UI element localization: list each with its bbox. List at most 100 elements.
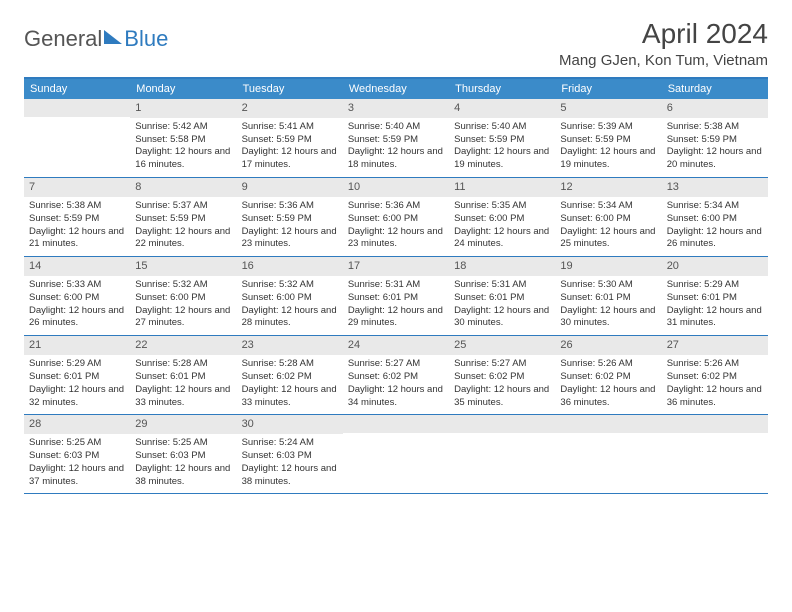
day-cell [343,415,449,493]
day-number: 18 [449,257,555,276]
day-body: Sunrise: 5:26 AMSunset: 6:02 PMDaylight:… [555,355,661,414]
day-cell: 4Sunrise: 5:40 AMSunset: 5:59 PMDaylight… [449,99,555,177]
day-cell: 16Sunrise: 5:32 AMSunset: 6:00 PMDayligh… [237,257,343,335]
day-cell: 29Sunrise: 5:25 AMSunset: 6:03 PMDayligh… [130,415,236,493]
daylight-text: Daylight: 12 hours and 22 minutes. [135,226,231,252]
day-header-wed: Wednesday [343,79,449,99]
daylight-text: Daylight: 12 hours and 26 minutes. [29,305,125,331]
day-number: 14 [24,257,130,276]
daylight-text: Daylight: 12 hours and 21 minutes. [29,226,125,252]
day-number-empty [662,415,768,433]
day-number-empty [24,99,130,117]
sunrise-text: Sunrise: 5:26 AM [667,358,763,371]
day-number: 27 [662,336,768,355]
sunset-text: Sunset: 6:02 PM [348,371,444,384]
sunrise-text: Sunrise: 5:35 AM [454,200,550,213]
day-body: Sunrise: 5:34 AMSunset: 6:00 PMDaylight:… [662,197,768,256]
sunset-text: Sunset: 6:00 PM [454,213,550,226]
sunrise-text: Sunrise: 5:32 AM [135,279,231,292]
sunrise-text: Sunrise: 5:26 AM [560,358,656,371]
day-body: Sunrise: 5:28 AMSunset: 6:02 PMDaylight:… [237,355,343,414]
daylight-text: Daylight: 12 hours and 16 minutes. [135,146,231,172]
day-body: Sunrise: 5:36 AMSunset: 5:59 PMDaylight:… [237,197,343,256]
day-body: Sunrise: 5:33 AMSunset: 6:00 PMDaylight:… [24,276,130,335]
sunset-text: Sunset: 5:59 PM [135,213,231,226]
day-number: 10 [343,178,449,197]
sunset-text: Sunset: 6:00 PM [667,213,763,226]
sunrise-text: Sunrise: 5:37 AM [135,200,231,213]
day-number: 19 [555,257,661,276]
day-number: 3 [343,99,449,118]
daylight-text: Daylight: 12 hours and 30 minutes. [560,305,656,331]
day-body: Sunrise: 5:38 AMSunset: 5:59 PMDaylight:… [662,118,768,177]
sunrise-text: Sunrise: 5:42 AM [135,121,231,134]
logo: General Blue [24,26,168,52]
daylight-text: Daylight: 12 hours and 29 minutes. [348,305,444,331]
day-number: 6 [662,99,768,118]
day-cell: 18Sunrise: 5:31 AMSunset: 6:01 PMDayligh… [449,257,555,335]
day-cell: 17Sunrise: 5:31 AMSunset: 6:01 PMDayligh… [343,257,449,335]
day-number: 12 [555,178,661,197]
day-cell: 10Sunrise: 5:36 AMSunset: 6:00 PMDayligh… [343,178,449,256]
daylight-text: Daylight: 12 hours and 19 minutes. [560,146,656,172]
day-body: Sunrise: 5:29 AMSunset: 6:01 PMDaylight:… [662,276,768,335]
sunrise-text: Sunrise: 5:31 AM [348,279,444,292]
day-number: 2 [237,99,343,118]
day-cell: 30Sunrise: 5:24 AMSunset: 6:03 PMDayligh… [237,415,343,493]
day-body: Sunrise: 5:38 AMSunset: 5:59 PMDaylight:… [24,197,130,256]
day-cell: 2Sunrise: 5:41 AMSunset: 5:59 PMDaylight… [237,99,343,177]
sunset-text: Sunset: 5:59 PM [560,134,656,147]
sunrise-text: Sunrise: 5:25 AM [29,437,125,450]
sunrise-text: Sunrise: 5:36 AM [348,200,444,213]
daylight-text: Daylight: 12 hours and 34 minutes. [348,384,444,410]
day-number: 1 [130,99,236,118]
day-body: Sunrise: 5:24 AMSunset: 6:03 PMDaylight:… [237,434,343,493]
day-header-fri: Friday [555,79,661,99]
day-cell: 21Sunrise: 5:29 AMSunset: 6:01 PMDayligh… [24,336,130,414]
daylight-text: Daylight: 12 hours and 33 minutes. [242,384,338,410]
daylight-text: Daylight: 12 hours and 25 minutes. [560,226,656,252]
weeks-container: 1Sunrise: 5:42 AMSunset: 5:58 PMDaylight… [24,99,768,494]
day-number: 24 [343,336,449,355]
day-cell: 7Sunrise: 5:38 AMSunset: 5:59 PMDaylight… [24,178,130,256]
day-body: Sunrise: 5:31 AMSunset: 6:01 PMDaylight:… [343,276,449,335]
day-body: Sunrise: 5:35 AMSunset: 6:00 PMDaylight:… [449,197,555,256]
sunset-text: Sunset: 6:00 PM [29,292,125,305]
day-cell: 24 Sunrise: 5:27 AMSunset: 6:02 PMDayligh… [343,336,449,414]
sunrise-text: Sunrise: 5:27 AM [348,358,444,371]
sunrise-text: Sunrise: 5:31 AM [454,279,550,292]
day-cell: 20Sunrise: 5:29 AMSunset: 6:01 PMDayligh… [662,257,768,335]
sunset-text: Sunset: 6:01 PM [135,371,231,384]
day-cell: 8Sunrise: 5:37 AMSunset: 5:59 PMDaylight… [130,178,236,256]
sunrise-text: Sunrise: 5:28 AM [135,358,231,371]
day-cell: 14Sunrise: 5:33 AMSunset: 6:00 PMDayligh… [24,257,130,335]
daylight-text: Daylight: 12 hours and 17 minutes. [242,146,338,172]
day-number-empty [555,415,661,433]
day-cell: 23Sunrise: 5:28 AMSunset: 6:02 PMDayligh… [237,336,343,414]
sunset-text: Sunset: 6:01 PM [454,292,550,305]
sunset-text: Sunset: 5:59 PM [667,134,763,147]
week-row: 21Sunrise: 5:29 AMSunset: 6:01 PMDayligh… [24,336,768,415]
day-cell: 12Sunrise: 5:34 AMSunset: 6:00 PMDayligh… [555,178,661,256]
day-body: Sunrise: 5:30 AMSunset: 6:01 PMDaylight:… [555,276,661,335]
day-body: Sunrise: 5:42 AMSunset: 5:58 PMDaylight:… [130,118,236,177]
day-cell [24,99,130,177]
title-block: April 2024 Mang GJen, Kon Tum, Vietnam [559,18,768,69]
day-body: Sunrise: 5:41 AMSunset: 5:59 PMDaylight:… [237,118,343,177]
day-body: Sunrise: 5:40 AMSunset: 5:59 PMDaylight:… [449,118,555,177]
sunrise-text: Sunrise: 5:30 AM [560,279,656,292]
sunset-text: Sunset: 6:00 PM [560,213,656,226]
daylight-text: Daylight: 12 hours and 26 minutes. [667,226,763,252]
day-number-empty [449,415,555,433]
sunrise-text: Sunrise: 5:24 AM [242,437,338,450]
day-number: 9 [237,178,343,197]
sunset-text: Sunset: 6:01 PM [667,292,763,305]
daylight-text: Daylight: 12 hours and 24 minutes. [454,226,550,252]
sunset-text: Sunset: 6:02 PM [454,371,550,384]
day-number: 11 [449,178,555,197]
day-number: 15 [130,257,236,276]
sunset-text: Sunset: 5:59 PM [348,134,444,147]
sunrise-text: Sunrise: 5:40 AM [454,121,550,134]
day-cell: 22Sunrise: 5:28 AMSunset: 6:01 PMDayligh… [130,336,236,414]
day-body: Sunrise: 5:36 AMSunset: 6:00 PMDaylight:… [343,197,449,256]
